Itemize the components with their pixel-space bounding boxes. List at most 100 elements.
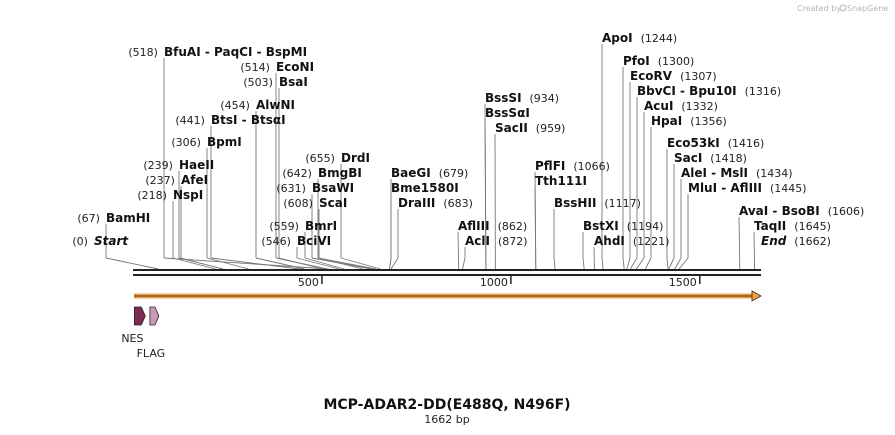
- cut-site-connectors: [105, 44, 756, 270]
- cut-site-bsai[interactable]: BsaI (503): [243, 75, 307, 89]
- cut-site-econi[interactable]: EcoNI (514): [240, 60, 314, 74]
- enzyme-name: EcoRV: [630, 69, 673, 83]
- cut-site-ahdi[interactable]: AhdI (1221): [594, 234, 669, 248]
- enzyme-name: Bme1580I: [391, 181, 459, 195]
- cut-position: (1316): [745, 85, 782, 98]
- cut-position: (655): [305, 152, 335, 165]
- enzyme-name: AlwNI: [256, 98, 295, 112]
- cut-position: (631): [276, 182, 306, 195]
- cut-position: (1645): [794, 220, 831, 233]
- scale-ticks: 500 1000 1500: [298, 276, 701, 289]
- enzyme-name: AvaI - BsoBI: [739, 204, 820, 218]
- cut-site-bsss-i[interactable]: BssSαI: [485, 106, 530, 120]
- cut-site-alei-msli[interactable]: AleI - MslI (1434): [681, 166, 793, 180]
- cut-site-pflfi[interactable]: PflFI (1066): [535, 159, 610, 173]
- cut-site-bmri[interactable]: BmrI (559): [269, 219, 337, 233]
- cut-site-line: [668, 257, 675, 270]
- enzyme-name: Eco53kI: [667, 136, 720, 150]
- cut-site-bfuai-paqci-bspmi[interactable]: BfuAI - PaqCI - BspMI (518): [128, 45, 307, 59]
- cut-site-btsi-bts-i[interactable]: BtsI - BtsαI (441): [175, 113, 285, 127]
- cut-site-apoi[interactable]: ApoI (1244): [602, 31, 677, 45]
- snapgene-credit: Created by SnapGene: [797, 4, 888, 13]
- cut-site-nspi[interactable]: NspI (218): [137, 188, 203, 202]
- cut-site-bcivi[interactable]: BciVI (546): [261, 234, 331, 248]
- cut-site-line: [296, 257, 340, 270]
- cut-position: (1434): [756, 167, 793, 180]
- enzyme-name: Tth111I: [535, 174, 587, 188]
- enzyme-name: MluI - AflIII: [688, 181, 762, 195]
- tick-label-500: 500: [298, 276, 319, 289]
- cut-site-scai[interactable]: ScaI (608): [283, 196, 347, 210]
- enzyme-name: AcuI: [644, 99, 673, 113]
- enzyme-name: AflIII: [458, 219, 490, 233]
- cut-site-ecorv[interactable]: EcoRV (1307): [630, 69, 717, 83]
- cut-position: (518): [128, 46, 158, 59]
- cut-site-acui[interactable]: AcuI (1332): [644, 99, 718, 113]
- cut-site-bpmi[interactable]: BpmI (306): [171, 135, 241, 149]
- cut-site-bsssi[interactable]: BssSI (934): [485, 91, 559, 105]
- cut-position: (1194): [627, 220, 664, 233]
- cut-position: (679): [439, 167, 469, 180]
- cut-site-line: [629, 257, 638, 270]
- cut-site-bme1580i[interactable]: Bme1580I: [391, 181, 459, 195]
- cut-position: (959): [536, 122, 566, 135]
- cut-site-bamhi[interactable]: BamHI (67): [77, 211, 150, 225]
- cut-site-mlui-afliii[interactable]: MluI - AflIII (1445): [688, 181, 807, 195]
- credit-brand: SnapGene: [847, 4, 888, 13]
- cut-position: (1117): [604, 197, 641, 210]
- cut-position: (683): [443, 197, 473, 210]
- cut-site-line: [674, 257, 682, 270]
- cut-site-hpai[interactable]: HpaI (1356): [651, 114, 727, 128]
- enzyme-name: SacI: [674, 151, 702, 165]
- cut-site-line: [172, 257, 216, 270]
- cut-site-afei[interactable]: AfeI (237): [145, 173, 208, 187]
- cut-site-bmgbi[interactable]: BmgBI (642): [282, 166, 361, 180]
- cut-position: (0): [72, 235, 88, 248]
- enzyme-name: BamHI: [106, 211, 150, 225]
- cut-site-pfoi[interactable]: PfoI (1300): [623, 54, 694, 68]
- cut-site-line: [105, 257, 159, 270]
- feature-arrow-nes: [133, 306, 146, 326]
- cut-site-line: [457, 231, 460, 270]
- cut-site-draiii[interactable]: DraIII (683): [398, 196, 473, 210]
- cut-site-taqii[interactable]: TaqII (1645): [754, 219, 831, 233]
- feature-flag[interactable]: FLAG: [137, 306, 166, 360]
- cut-site-line: [210, 257, 300, 270]
- cut-site-line: [304, 257, 345, 270]
- cut-site-bsawi[interactable]: BsaWI (631): [276, 181, 354, 195]
- cut-site-bbvci-bpu10i[interactable]: BbvCI - Bpu10I (1316): [637, 84, 781, 98]
- cut-site-eco53ki[interactable]: Eco53kI (1416): [667, 136, 764, 150]
- cut-position: (872): [498, 235, 528, 248]
- cut-site-bsshii[interactable]: BssHII (1117): [554, 196, 641, 210]
- cut-site-bstxi[interactable]: BstXI (1194): [583, 219, 663, 233]
- cut-site-end[interactable]: End (1662): [761, 234, 831, 248]
- cut-site-labels: Start (0) BamHI (67) NspI (218) AfeI (237) HaeII…: [72, 31, 864, 248]
- cut-site-afliii[interactable]: AflIII (862): [458, 219, 527, 233]
- cut-site-avai-bsobi[interactable]: AvaI - BsoBI (1606): [739, 204, 864, 218]
- cut-site-baegi[interactable]: BaeGI (679): [391, 166, 468, 180]
- enzyme-name: BpmI: [207, 135, 242, 149]
- cut-site-tth111i[interactable]: Tth111I: [535, 174, 587, 188]
- sequence-length: 1662 bp: [424, 413, 469, 426]
- cut-position: (862): [498, 220, 528, 233]
- cut-site-sacii[interactable]: SacII (959): [495, 121, 565, 135]
- cut-position: (514): [240, 61, 270, 74]
- cut-site-line: [553, 257, 556, 270]
- cut-position: (1445): [770, 182, 807, 195]
- cut-site-drdi[interactable]: DrdI (655): [305, 151, 370, 165]
- cut-site-line: [317, 257, 376, 270]
- cut-position: (1332): [681, 100, 718, 113]
- enzyme-name: NspI: [173, 188, 203, 202]
- cut-site-line: [311, 257, 372, 270]
- cut-site-saci[interactable]: SacI (1418): [674, 151, 747, 165]
- cut-site-line: [753, 231, 756, 270]
- cut-site-haeii[interactable]: HaeII (239): [143, 158, 214, 172]
- enzyme-name: BsaWI: [312, 181, 354, 195]
- enzyme-name: BssSαI: [485, 106, 530, 120]
- cut-position: (441): [175, 114, 205, 127]
- feature-nes[interactable]: NES: [121, 306, 146, 345]
- cut-site-alwni[interactable]: AlwNI (454): [220, 98, 295, 112]
- cut-site-acli[interactable]: AclI (872): [465, 234, 528, 248]
- cut-site-start[interactable]: Start (0): [72, 234, 129, 248]
- cut-position: (1221): [633, 235, 670, 248]
